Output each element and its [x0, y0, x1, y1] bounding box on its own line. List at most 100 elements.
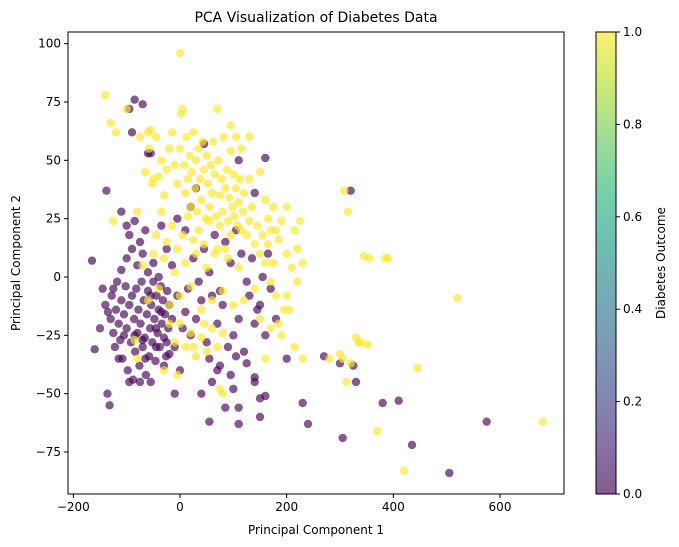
- x-tick-label: 0: [176, 500, 184, 514]
- colorbar-gradient: [596, 32, 616, 494]
- data-point-outcome-1: [194, 226, 203, 235]
- data-point-outcome-0: [229, 331, 238, 340]
- data-point-outcome-1: [189, 128, 198, 137]
- data-point-outcome-1: [215, 221, 225, 230]
- data-point-outcome-0: [129, 314, 139, 324]
- data-point-outcome-1: [219, 132, 228, 142]
- data-point-outcome-1: [266, 277, 275, 286]
- data-point-outcome-0: [378, 398, 387, 408]
- data-point-outcome-1: [357, 338, 366, 347]
- data-point-outcome-1: [245, 216, 254, 226]
- data-point-outcome-1: [274, 235, 283, 244]
- data-point-outcome-1: [207, 296, 217, 305]
- points-layer: [87, 48, 547, 478]
- data-point-outcome-0: [482, 417, 491, 426]
- data-point-outcome-1: [245, 132, 254, 142]
- data-point-outcome-1: [223, 216, 233, 226]
- data-point-outcome-0: [138, 249, 147, 258]
- data-point-outcome-1: [250, 284, 259, 293]
- data-point-outcome-1: [221, 244, 230, 254]
- data-point-outcome-1: [453, 293, 462, 303]
- data-point-outcome-1: [338, 354, 347, 363]
- data-point-outcome-1: [186, 202, 195, 212]
- data-point-outcome-1: [151, 230, 161, 240]
- colorbar-label: Diabetes Outcome: [654, 207, 668, 319]
- data-point-outcome-0: [234, 314, 243, 324]
- data-point-outcome-0: [117, 265, 126, 275]
- data-point-outcome-1: [197, 195, 206, 205]
- data-point-outcome-1: [242, 230, 251, 240]
- data-point-outcome-0: [125, 300, 134, 310]
- data-point-outcome-1: [231, 184, 241, 193]
- data-point-outcome-0: [141, 226, 150, 235]
- data-point-outcome-0: [111, 305, 121, 314]
- data-point-outcome-0: [95, 324, 105, 333]
- chart-title: PCA Visualization of Diabetes Data: [194, 10, 437, 26]
- data-point-outcome-0: [261, 153, 270, 163]
- data-point-outcome-0: [394, 396, 403, 405]
- data-point-outcome-0: [114, 354, 123, 363]
- data-point-outcome-0: [131, 347, 140, 356]
- data-point-outcome-0: [125, 230, 134, 240]
- data-point-outcome-0: [191, 314, 201, 324]
- colorbar-tick-label: 1.0: [623, 25, 642, 39]
- data-point-outcome-0: [151, 356, 160, 366]
- data-point-outcome-0: [135, 377, 145, 387]
- data-point-outcome-1: [271, 291, 281, 300]
- data-point-outcome-1: [149, 249, 158, 258]
- y-tick-label: 100: [38, 37, 61, 51]
- data-point-outcome-1: [173, 179, 182, 188]
- data-point-outcome-0: [136, 319, 145, 328]
- data-point-outcome-0: [445, 468, 454, 478]
- data-point-outcome-0: [87, 256, 97, 265]
- data-point-outcome-1: [413, 363, 422, 373]
- data-point-outcome-1: [197, 305, 206, 314]
- data-point-outcome-1: [223, 254, 233, 263]
- data-point-outcome-0: [237, 249, 246, 258]
- data-point-outcome-0: [157, 307, 166, 317]
- data-point-outcome-0: [298, 398, 307, 408]
- data-point-outcome-1: [210, 249, 219, 258]
- data-point-outcome-1: [255, 314, 265, 324]
- data-point-outcome-1: [253, 221, 262, 230]
- data-point-outcome-0: [157, 221, 166, 230]
- data-point-outcome-0: [250, 373, 259, 382]
- data-point-outcome-0: [127, 291, 137, 300]
- data-point-outcome-1: [266, 226, 275, 235]
- data-point-outcome-1: [178, 104, 187, 114]
- data-point-outcome-0: [143, 268, 153, 277]
- data-point-outcome-0: [167, 261, 177, 270]
- data-point-outcome-1: [190, 184, 200, 193]
- data-point-outcome-1: [183, 174, 193, 184]
- data-point-outcome-1: [222, 165, 232, 174]
- data-point-outcome-1: [261, 354, 270, 363]
- data-point-outcome-1: [298, 258, 307, 268]
- colorbar-tick-label: 0.6: [623, 210, 642, 224]
- data-point-outcome-1: [106, 118, 115, 128]
- data-point-outcome-1: [226, 230, 235, 240]
- data-point-outcome-0: [137, 277, 146, 286]
- data-point-outcome-1: [173, 244, 182, 254]
- data-point-outcome-0: [266, 284, 275, 293]
- data-point-outcome-1: [217, 174, 226, 184]
- y-tick-label: 25: [46, 212, 61, 226]
- data-point-outcome-0: [151, 324, 161, 333]
- x-axis: −200 0 200 400 600: [57, 494, 511, 514]
- data-point-outcome-1: [135, 132, 145, 142]
- data-point-outcome-0: [239, 347, 249, 356]
- data-point-outcome-1: [191, 352, 201, 361]
- data-point-outcome-1: [226, 146, 235, 156]
- data-point-outcome-1: [279, 305, 289, 314]
- data-point-outcome-1: [202, 151, 211, 160]
- data-point-outcome-0: [197, 389, 206, 398]
- data-point-outcome-1: [258, 230, 267, 240]
- data-point-outcome-0: [122, 254, 131, 263]
- data-point-outcome-0: [121, 282, 130, 291]
- data-point-outcome-1: [165, 319, 174, 328]
- data-point-outcome-1: [230, 212, 239, 221]
- data-point-outcome-1: [277, 216, 286, 226]
- data-point-outcome-1: [149, 174, 158, 184]
- data-point-outcome-1: [221, 184, 230, 193]
- data-point-outcome-1: [165, 144, 174, 153]
- data-point-outcome-1: [189, 342, 198, 352]
